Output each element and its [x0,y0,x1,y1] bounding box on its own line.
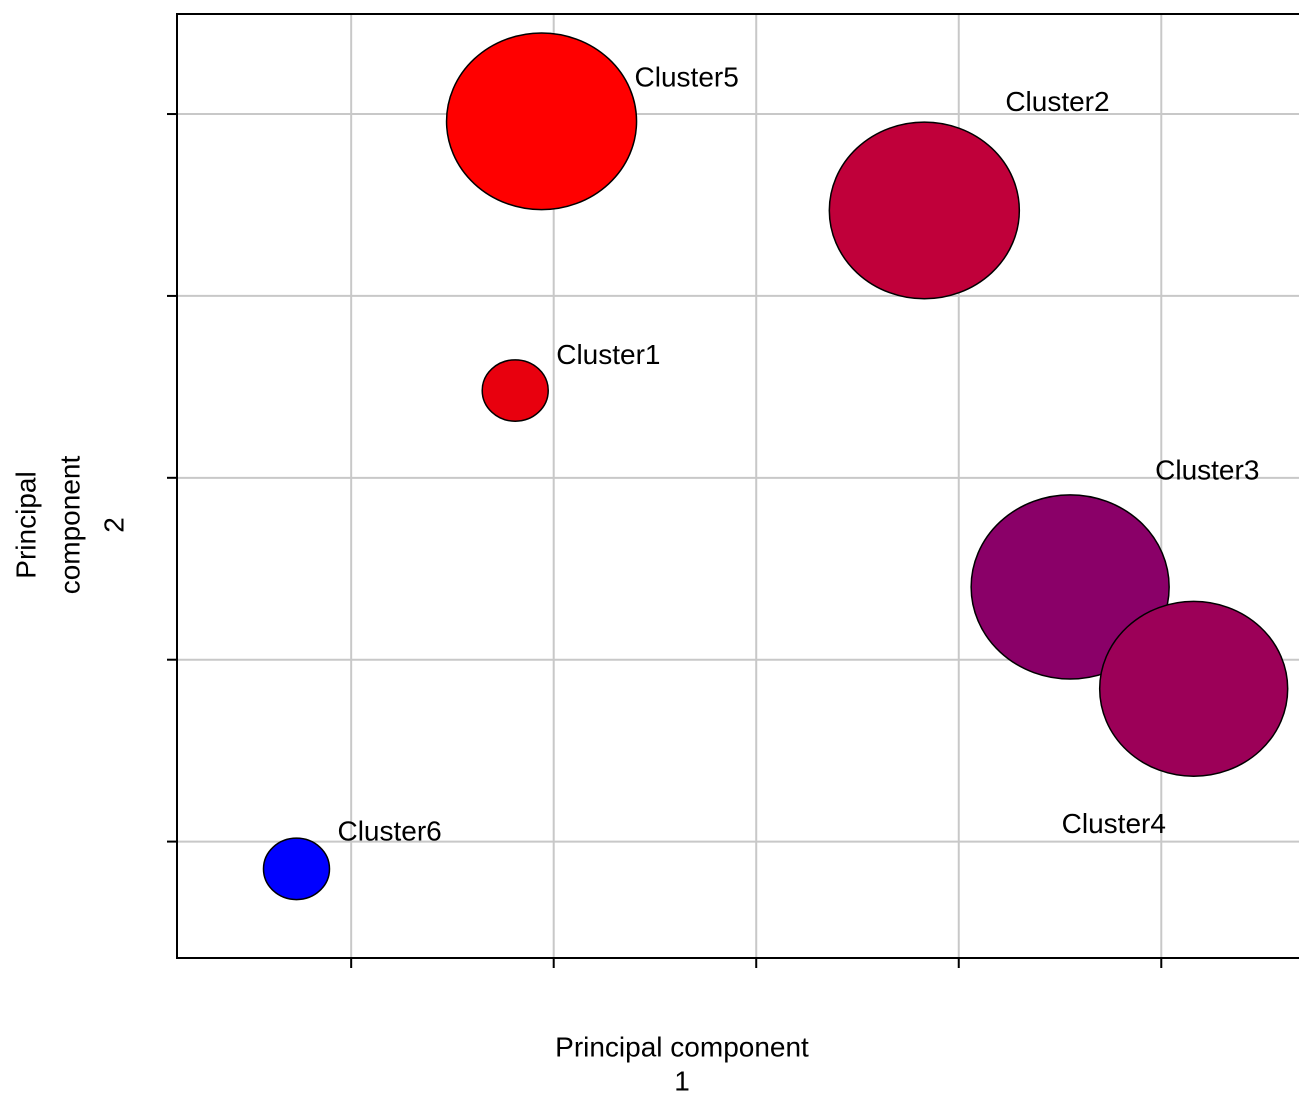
bubble-label: Cluster3 [1155,454,1259,485]
bubble [445,32,638,211]
bubble [262,837,331,901]
bubble-label: Cluster2 [1005,86,1109,117]
plot-frame [176,13,1299,959]
bubble [1098,600,1289,777]
bubble [481,359,549,422]
bubble [970,494,1170,680]
y-axis-label: 2 [98,517,129,533]
bubble-label: Cluster6 [337,815,441,846]
x-axis-label: Principal component [555,1031,809,1062]
y-axis-label: Principal [10,471,41,578]
bubble-label: Cluster1 [556,339,660,370]
y-axis-label: component [54,456,85,595]
bubble [828,121,1021,300]
x-axis-label: 1 [674,1065,690,1096]
bubble-label: Cluster5 [635,62,739,93]
bubble-label: Cluster4 [1062,808,1166,839]
